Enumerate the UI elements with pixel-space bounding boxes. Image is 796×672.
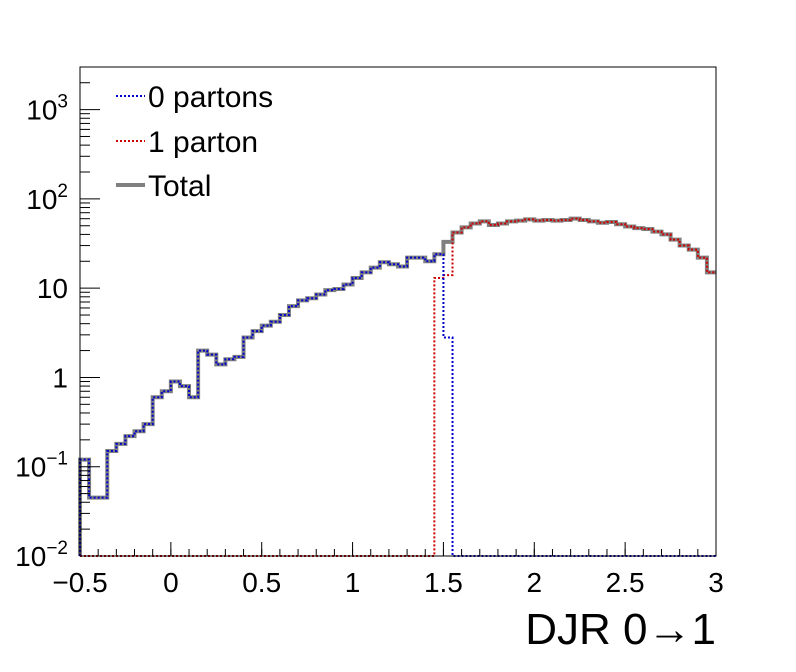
x-tick-label: 1.5	[424, 567, 463, 598]
x-tick-label: 2.5	[606, 567, 645, 598]
y-tick-label: 10−2	[15, 538, 68, 572]
plot-frame	[79, 66, 717, 557]
x-tick-label: 2	[526, 567, 542, 598]
x-tick-label: 3	[708, 567, 724, 598]
legend: 0 partons 1 parton Total	[116, 81, 273, 203]
series-total	[78, 216, 716, 556]
legend-label: 0 partons	[148, 81, 273, 114]
series-0-partons	[79, 253, 716, 557]
histogram-lines	[78, 216, 716, 557]
y-tick-label: 103	[26, 92, 68, 126]
x-axis-title: DJR 0→1	[525, 605, 716, 654]
x-tick-label: −0.5	[52, 567, 107, 598]
x-tick-label: 1	[345, 567, 361, 598]
legend-label: 1 parton	[148, 126, 258, 159]
series-1-parton	[80, 217, 716, 557]
y-tick-label: 10−1	[15, 449, 68, 483]
axis-ticks	[79, 66, 717, 557]
x-tick-label: 0.5	[242, 567, 281, 598]
y-tick-label: 1	[52, 362, 68, 393]
y-tick-label: 102	[26, 181, 68, 215]
axis-tick-labels: −0.5 0 0.5 1 1.5 2 2.5 3 10−2 10−1 1 10 102 103	[15, 92, 724, 598]
legend-label: Total	[148, 170, 211, 203]
x-tick-label: 0	[163, 567, 179, 598]
y-tick-label: 10	[37, 273, 68, 304]
